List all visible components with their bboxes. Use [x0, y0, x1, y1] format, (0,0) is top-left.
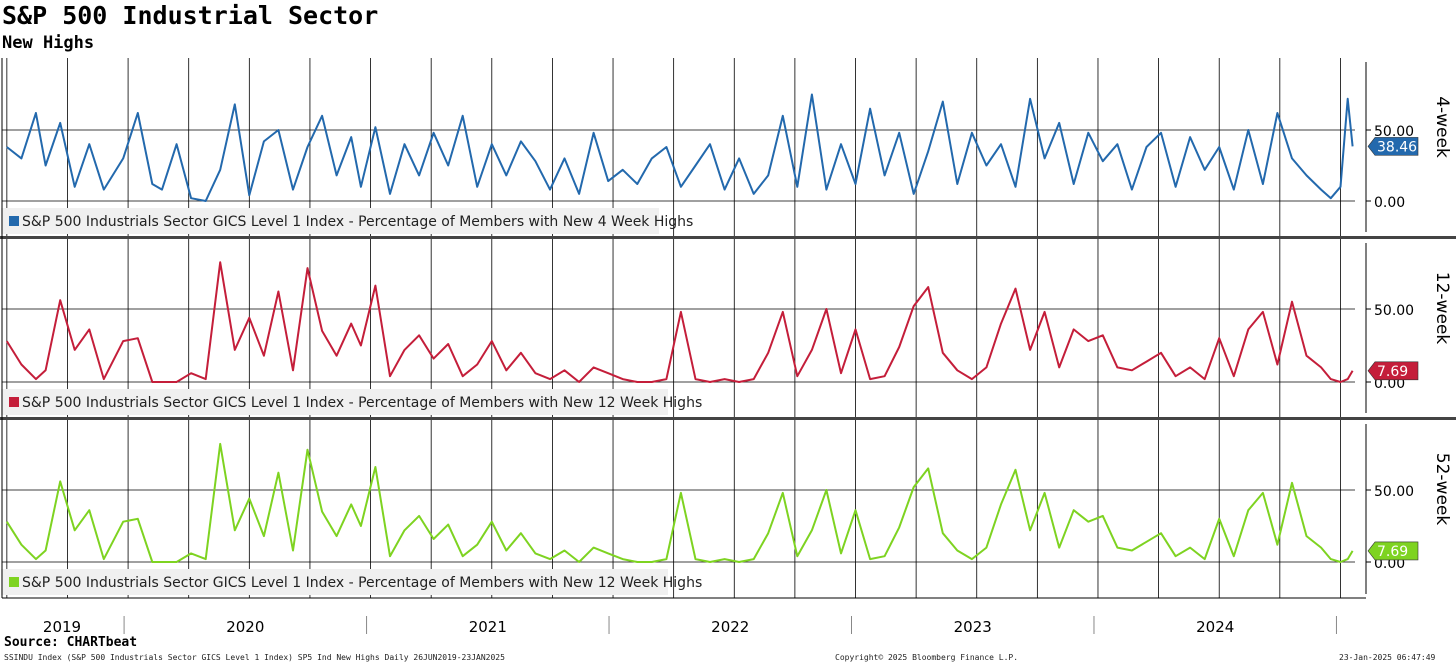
x-year-label: 2020	[226, 618, 264, 636]
footer-index-description: SSINDU Index (S&P 500 Industrials Sector…	[4, 653, 505, 662]
panel-separator	[0, 236, 1456, 239]
legend-box	[1, 208, 659, 234]
last-value-label: 7.69	[1377, 364, 1408, 380]
footer-copyright: Copyright© 2025 Bloomberg Finance L.P.	[835, 653, 1019, 662]
panel-label: 12-week	[1432, 272, 1452, 345]
x-year-label: 2023	[954, 618, 992, 636]
chart-subtitle: New Highs	[2, 33, 95, 53]
legend-swatch	[9, 397, 19, 407]
y-tick-label: 0.00	[1374, 195, 1405, 211]
last-value-box	[1367, 541, 1419, 561]
panel-label: 52-week	[1432, 453, 1452, 526]
x-year-label: 2019	[43, 618, 81, 636]
panel-label: 4-week	[1432, 96, 1452, 158]
last-value-label: 7.69	[1377, 544, 1408, 560]
last-value-marker: 38.46	[1367, 137, 1419, 156]
x-year-label: 2022	[711, 618, 749, 636]
legend-label: S&P 500 Industrials Sector GICS Level 1 …	[22, 575, 702, 591]
x-year-label: 2021	[469, 618, 507, 636]
source-note: Source: CHARTbeat	[4, 635, 138, 650]
panel-4-week: 50.00 0.00 38.46 4-week S&P 500 Industrials …	[0, 58, 1456, 239]
last-value-marker: 7.69	[1367, 361, 1419, 381]
y-tick-label: 50.00	[1374, 484, 1414, 500]
legend-box	[1, 569, 668, 595]
y-tick-label: 50.00	[1374, 303, 1414, 319]
panel-separator	[0, 417, 1456, 420]
series-line-12-week	[5, 261, 1354, 383]
legend-swatch	[9, 577, 19, 587]
last-value-box	[1367, 361, 1419, 381]
last-value-marker: 7.69	[1367, 541, 1419, 561]
series-line-4-week	[6, 93, 1354, 202]
footer-timestamp: 23-Jan-2025 06:47:49	[1339, 653, 1436, 662]
legend-label: S&P 500 Industrials Sector GICS Level 1 …	[22, 395, 702, 411]
x-year-label: 2024	[1196, 618, 1234, 636]
legend-label: S&P 500 Industrials Sector GICS Level 1 …	[22, 214, 693, 230]
series-line-52-week	[5, 442, 1354, 563]
last-value-label: 38.46	[1377, 139, 1417, 155]
legend-box	[1, 389, 668, 415]
y-tick-label: 50.00	[1374, 124, 1414, 140]
last-value-box	[1367, 137, 1419, 156]
legend-swatch	[9, 216, 19, 226]
chart-title: S&P 500 Industrial Sector	[2, 1, 379, 30]
